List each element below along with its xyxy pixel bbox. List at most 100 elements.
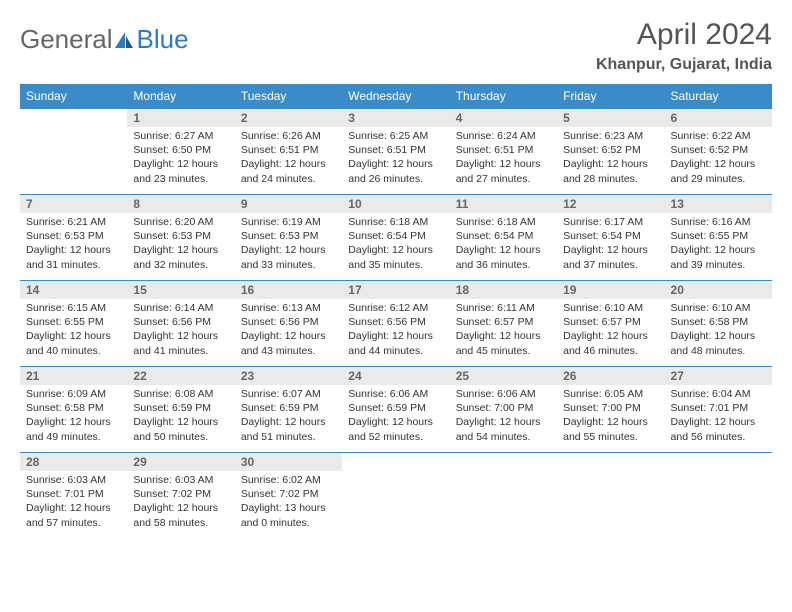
day-text: Sunrise: 6:06 AMSunset: 6:59 PMDaylight:…	[342, 385, 449, 448]
day-cell: 24Sunrise: 6:06 AMSunset: 6:59 PMDayligh…	[342, 367, 449, 453]
title-block: April 2024 Khanpur, Gujarat, India	[596, 18, 772, 74]
day-number: 13	[665, 195, 772, 213]
day-number: 16	[235, 281, 342, 299]
day-number: 10	[342, 195, 449, 213]
day-header: Thursday	[450, 84, 557, 109]
day-number: 9	[235, 195, 342, 213]
day-number: 20	[665, 281, 772, 299]
day-text: Sunrise: 6:04 AMSunset: 7:01 PMDaylight:…	[665, 385, 772, 448]
day-header: Friday	[557, 84, 664, 109]
day-cell: 5Sunrise: 6:23 AMSunset: 6:52 PMDaylight…	[557, 109, 664, 195]
day-text: Sunrise: 6:18 AMSunset: 6:54 PMDaylight:…	[450, 213, 557, 276]
day-number: 7	[20, 195, 127, 213]
day-cell: 29Sunrise: 6:03 AMSunset: 7:02 PMDayligh…	[127, 453, 234, 539]
day-text: Sunrise: 6:17 AMSunset: 6:54 PMDaylight:…	[557, 213, 664, 276]
day-cell: 13Sunrise: 6:16 AMSunset: 6:55 PMDayligh…	[665, 195, 772, 281]
week-row: 28Sunrise: 6:03 AMSunset: 7:01 PMDayligh…	[20, 453, 772, 539]
day-text: Sunrise: 6:25 AMSunset: 6:51 PMDaylight:…	[342, 127, 449, 190]
day-number: 21	[20, 367, 127, 385]
day-text: Sunrise: 6:02 AMSunset: 7:02 PMDaylight:…	[235, 471, 342, 534]
day-number: 28	[20, 453, 127, 471]
day-cell: 14Sunrise: 6:15 AMSunset: 6:55 PMDayligh…	[20, 281, 127, 367]
day-text: Sunrise: 6:05 AMSunset: 7:00 PMDaylight:…	[557, 385, 664, 448]
day-text: Sunrise: 6:03 AMSunset: 7:02 PMDaylight:…	[127, 471, 234, 534]
day-text: Sunrise: 6:10 AMSunset: 6:58 PMDaylight:…	[665, 299, 772, 362]
day-number: 17	[342, 281, 449, 299]
day-cell: 2Sunrise: 6:26 AMSunset: 6:51 PMDaylight…	[235, 109, 342, 195]
day-number: 2	[235, 109, 342, 127]
day-cell	[342, 453, 449, 539]
day-number: 4	[450, 109, 557, 127]
day-header: Saturday	[665, 84, 772, 109]
day-cell: 25Sunrise: 6:06 AMSunset: 7:00 PMDayligh…	[450, 367, 557, 453]
day-cell	[665, 453, 772, 539]
day-cell	[557, 453, 664, 539]
day-cell: 22Sunrise: 6:08 AMSunset: 6:59 PMDayligh…	[127, 367, 234, 453]
day-text: Sunrise: 6:03 AMSunset: 7:01 PMDaylight:…	[20, 471, 127, 534]
day-text: Sunrise: 6:15 AMSunset: 6:55 PMDaylight:…	[20, 299, 127, 362]
week-row: 7Sunrise: 6:21 AMSunset: 6:53 PMDaylight…	[20, 195, 772, 281]
day-cell	[450, 453, 557, 539]
day-cell: 1Sunrise: 6:27 AMSunset: 6:50 PMDaylight…	[127, 109, 234, 195]
day-cell: 30Sunrise: 6:02 AMSunset: 7:02 PMDayligh…	[235, 453, 342, 539]
day-number: 19	[557, 281, 664, 299]
calendar-body: 1Sunrise: 6:27 AMSunset: 6:50 PMDaylight…	[20, 109, 772, 539]
logo-blue: Blue	[137, 24, 189, 55]
logo-sail-icon	[113, 30, 135, 50]
day-cell: 12Sunrise: 6:17 AMSunset: 6:54 PMDayligh…	[557, 195, 664, 281]
day-number: 8	[127, 195, 234, 213]
day-cell: 18Sunrise: 6:11 AMSunset: 6:57 PMDayligh…	[450, 281, 557, 367]
day-cell: 19Sunrise: 6:10 AMSunset: 6:57 PMDayligh…	[557, 281, 664, 367]
day-number: 12	[557, 195, 664, 213]
week-row: 21Sunrise: 6:09 AMSunset: 6:58 PMDayligh…	[20, 367, 772, 453]
day-header-row: SundayMondayTuesdayWednesdayThursdayFrid…	[20, 84, 772, 109]
day-text: Sunrise: 6:10 AMSunset: 6:57 PMDaylight:…	[557, 299, 664, 362]
day-text: Sunrise: 6:21 AMSunset: 6:53 PMDaylight:…	[20, 213, 127, 276]
day-cell: 9Sunrise: 6:19 AMSunset: 6:53 PMDaylight…	[235, 195, 342, 281]
header: General Blue April 2024 Khanpur, Gujarat…	[20, 18, 772, 74]
day-cell: 4Sunrise: 6:24 AMSunset: 6:51 PMDaylight…	[450, 109, 557, 195]
day-number: 24	[342, 367, 449, 385]
day-number: 27	[665, 367, 772, 385]
day-number: 3	[342, 109, 449, 127]
day-text: Sunrise: 6:11 AMSunset: 6:57 PMDaylight:…	[450, 299, 557, 362]
month-title: April 2024	[596, 18, 772, 52]
day-cell: 3Sunrise: 6:25 AMSunset: 6:51 PMDaylight…	[342, 109, 449, 195]
day-text: Sunrise: 6:12 AMSunset: 6:56 PMDaylight:…	[342, 299, 449, 362]
day-header: Sunday	[20, 84, 127, 109]
day-cell: 21Sunrise: 6:09 AMSunset: 6:58 PMDayligh…	[20, 367, 127, 453]
day-number: 29	[127, 453, 234, 471]
day-cell: 26Sunrise: 6:05 AMSunset: 7:00 PMDayligh…	[557, 367, 664, 453]
day-number: 15	[127, 281, 234, 299]
day-text: Sunrise: 6:06 AMSunset: 7:00 PMDaylight:…	[450, 385, 557, 448]
day-cell: 27Sunrise: 6:04 AMSunset: 7:01 PMDayligh…	[665, 367, 772, 453]
day-cell: 17Sunrise: 6:12 AMSunset: 6:56 PMDayligh…	[342, 281, 449, 367]
calendar-table: SundayMondayTuesdayWednesdayThursdayFrid…	[20, 84, 772, 539]
day-cell: 16Sunrise: 6:13 AMSunset: 6:56 PMDayligh…	[235, 281, 342, 367]
logo: General Blue	[20, 24, 189, 55]
day-cell: 15Sunrise: 6:14 AMSunset: 6:56 PMDayligh…	[127, 281, 234, 367]
day-number: 22	[127, 367, 234, 385]
day-text: Sunrise: 6:13 AMSunset: 6:56 PMDaylight:…	[235, 299, 342, 362]
day-text: Sunrise: 6:08 AMSunset: 6:59 PMDaylight:…	[127, 385, 234, 448]
day-number: 6	[665, 109, 772, 127]
location: Khanpur, Gujarat, India	[596, 56, 772, 74]
day-text: Sunrise: 6:27 AMSunset: 6:50 PMDaylight:…	[127, 127, 234, 190]
day-header: Wednesday	[342, 84, 449, 109]
day-number: 30	[235, 453, 342, 471]
day-number: 5	[557, 109, 664, 127]
day-cell: 23Sunrise: 6:07 AMSunset: 6:59 PMDayligh…	[235, 367, 342, 453]
day-cell: 7Sunrise: 6:21 AMSunset: 6:53 PMDaylight…	[20, 195, 127, 281]
day-text: Sunrise: 6:14 AMSunset: 6:56 PMDaylight:…	[127, 299, 234, 362]
day-number: 11	[450, 195, 557, 213]
week-row: 1Sunrise: 6:27 AMSunset: 6:50 PMDaylight…	[20, 109, 772, 195]
day-cell: 6Sunrise: 6:22 AMSunset: 6:52 PMDaylight…	[665, 109, 772, 195]
day-text: Sunrise: 6:24 AMSunset: 6:51 PMDaylight:…	[450, 127, 557, 190]
day-text: Sunrise: 6:22 AMSunset: 6:52 PMDaylight:…	[665, 127, 772, 190]
day-header: Tuesday	[235, 84, 342, 109]
day-text: Sunrise: 6:18 AMSunset: 6:54 PMDaylight:…	[342, 213, 449, 276]
day-number: 1	[127, 109, 234, 127]
day-number: 23	[235, 367, 342, 385]
week-row: 14Sunrise: 6:15 AMSunset: 6:55 PMDayligh…	[20, 281, 772, 367]
day-cell: 11Sunrise: 6:18 AMSunset: 6:54 PMDayligh…	[450, 195, 557, 281]
